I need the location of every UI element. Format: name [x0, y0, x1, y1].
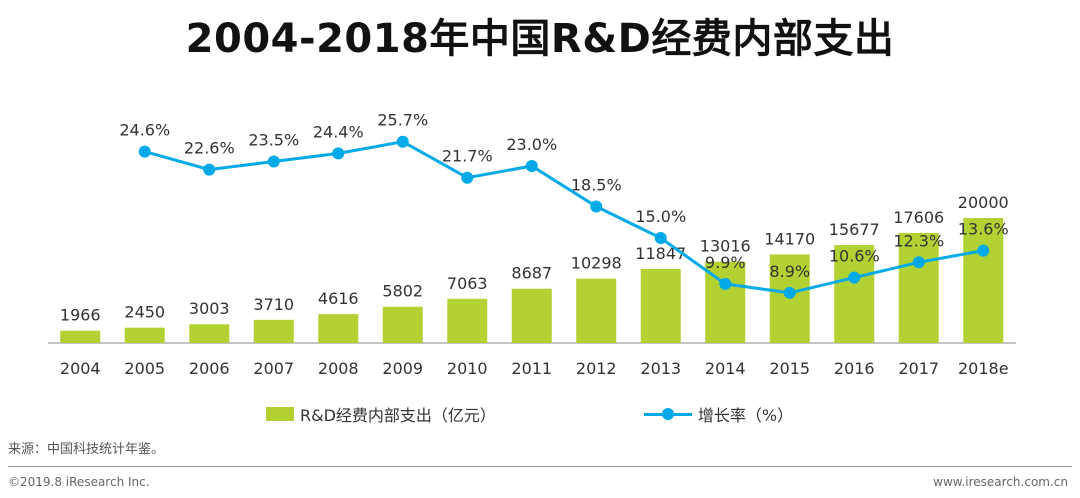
bar-2016	[834, 245, 875, 343]
bar-2011	[511, 288, 552, 343]
bar-label-2008: 4616	[318, 289, 359, 308]
legend-bar-label: R&D经费内部支出（亿元）	[300, 406, 496, 425]
bar-label-2018e: 20000	[958, 193, 1009, 212]
growth-point-2010	[461, 171, 474, 184]
growth-point-2018e	[977, 244, 990, 257]
growth-point-2016	[848, 271, 861, 284]
growth-point-2014	[719, 277, 732, 290]
bar-2005	[124, 327, 165, 343]
growth-label-2016: 10.6%	[829, 247, 880, 266]
growth-point-2013	[654, 232, 667, 244]
growth-label-2012: 18.5%	[571, 176, 622, 195]
bar-2006	[189, 324, 230, 343]
footer-divider	[8, 466, 1072, 467]
bar-label-2013: 11847	[635, 244, 686, 263]
x-tick-2007: 2007	[253, 359, 294, 378]
growth-label-2015: 8.9%	[769, 262, 810, 281]
chart-title: 2004-2018年中国R&D经费内部支出	[185, 16, 895, 62]
legend-item-line: 增长率（%）	[643, 402, 794, 426]
growth-label-2007: 23.5%	[248, 131, 299, 150]
growth-point-2012	[590, 200, 603, 213]
growth-point-2005	[138, 145, 151, 158]
growth-point-2015	[783, 286, 796, 299]
bar-label-2010: 7063	[447, 274, 488, 293]
bar-2008	[318, 314, 359, 343]
legend-bar-swatch	[266, 407, 294, 421]
bar-label-2011: 8687	[511, 264, 552, 283]
legend-item-bar: R&D经费内部支出（亿元）	[266, 402, 496, 426]
bar-2018e	[963, 218, 1004, 343]
copyright: ©2019.8 iResearch Inc.	[8, 475, 150, 489]
growth-label-2018e: 13.6%	[958, 220, 1009, 239]
bar-2004	[60, 330, 101, 343]
x-tick-2017: 2017	[898, 359, 939, 378]
growth-label-2005: 24.6%	[119, 121, 170, 140]
growth-point-2008	[332, 147, 345, 160]
x-tick-2009: 2009	[382, 359, 423, 378]
growth-label-2014: 9.9%	[705, 253, 746, 272]
growth-label-2009: 25.7%	[377, 111, 428, 130]
x-tick-2014: 2014	[705, 359, 746, 378]
x-tick-2004: 2004	[60, 359, 101, 378]
bar-2007	[253, 319, 294, 343]
growth-line	[144, 140, 984, 295]
growth-label-2011: 23.0%	[506, 135, 557, 154]
x-tick-2015: 2015	[769, 359, 810, 378]
bar-label-2005: 2450	[124, 303, 165, 322]
legend: R&D经费内部支出（亿元） 增长率（%）	[266, 402, 941, 426]
growth-point-2017	[912, 256, 925, 269]
x-tick-2012: 2012	[576, 359, 617, 378]
bar-2013	[640, 268, 681, 343]
bar-label-2012: 10298	[571, 254, 622, 273]
bar-label-2017: 17606	[893, 208, 944, 227]
x-tick-2018e: 2018e	[958, 359, 1009, 378]
growth-label-2013: 15.0%	[635, 207, 686, 226]
bar-label-2014: 13016	[700, 237, 751, 256]
chart-area: 1966 2004 2450 2005 3003 2006 3710 2007 4616 2008…	[48, 111, 1016, 378]
bar-label-2015: 14170	[764, 229, 815, 248]
x-tick-2006: 2006	[189, 359, 230, 378]
legend-line-label: 增长率（%）	[697, 406, 794, 425]
bar-label-2016: 15677	[829, 220, 880, 239]
bar-label-2007: 3710	[253, 295, 294, 314]
growth-label-2017: 12.3%	[893, 231, 944, 250]
bar-label-2006: 3003	[189, 299, 230, 318]
legend-line-swatch	[643, 407, 692, 421]
bar-2009	[382, 306, 423, 343]
bar-2010	[447, 298, 488, 343]
growth-point-2009	[396, 135, 409, 148]
x-tick-2005: 2005	[124, 359, 165, 378]
source-note: 来源：中国科技统计年鉴。	[8, 442, 165, 457]
growth-label-2006: 22.6%	[184, 139, 235, 158]
x-tick-2008: 2008	[318, 359, 359, 378]
growth-point-2006	[203, 163, 216, 176]
x-tick-2011: 2011	[511, 359, 552, 378]
bar-2012	[576, 278, 617, 343]
bar-2017	[898, 232, 939, 343]
x-tick-2013: 2013	[640, 359, 681, 378]
x-tick-2010: 2010	[447, 359, 488, 378]
growth-label-2010: 21.7%	[442, 147, 493, 166]
growth-point-2011	[525, 160, 538, 172]
bar-label-2009: 5802	[382, 282, 423, 301]
growth-label-2008: 24.4%	[313, 122, 364, 141]
bar-label-2004: 1966	[60, 306, 101, 325]
website: www.iresearch.com.cn	[933, 475, 1068, 489]
x-tick-2016: 2016	[834, 359, 875, 378]
growth-point-2007	[267, 155, 280, 168]
